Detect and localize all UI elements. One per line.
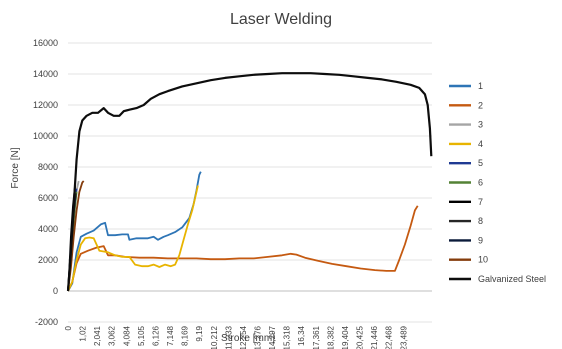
- series-line-4: [67, 185, 199, 292]
- x-axis-title: Stroke [mm]: [221, 333, 275, 344]
- x-tick-label: 20,425: [356, 325, 365, 349]
- series-line-2: [67, 205, 419, 292]
- y-tick-label: 4000: [38, 224, 58, 234]
- legend-label: 3: [478, 120, 483, 130]
- x-tick-label: 19,404: [341, 325, 350, 349]
- legend-label: Galvanized Steel: [478, 274, 546, 284]
- x-tick-labels: 0 1,02 2,041 3,062 4,084 5,105 6,126 7,148 8,169…: [64, 325, 408, 349]
- x-tick-label: 3,062: [108, 325, 117, 346]
- x-tick-label: 23,489: [399, 325, 408, 349]
- legend-label: 8: [478, 216, 483, 226]
- x-tick-label: 17,361: [312, 325, 321, 349]
- series-line-1: [67, 171, 202, 292]
- y-tick-label: 6000: [38, 193, 58, 203]
- x-tick-label: 2,041: [93, 325, 102, 346]
- series-line-10: [67, 180, 85, 292]
- series-line-galvanized-steel: [66, 72, 433, 292]
- x-tick-label: 8,169: [181, 325, 190, 346]
- y-tick-label: 16000: [33, 38, 58, 48]
- legend-label: 7: [478, 197, 483, 207]
- x-tick-label: 14,297: [268, 325, 277, 349]
- legend-label: 1: [478, 81, 483, 91]
- y-tick-label: 14000: [33, 69, 58, 79]
- x-tick-label: 9,19: [195, 325, 204, 341]
- x-tick-label: 12,254: [239, 325, 248, 349]
- plot-area: [66, 72, 433, 292]
- x-tick-label: 0: [64, 325, 73, 330]
- y-tick-label: 2000: [38, 255, 58, 265]
- y-tick-labels: -2000 0 2000 4000 6000 8000 10000 12000 14000 160…: [33, 38, 58, 327]
- chart-title: Laser Welding: [230, 11, 332, 28]
- y-tick-label: 10000: [33, 131, 58, 141]
- legend-label: 10: [478, 255, 488, 265]
- x-tick-label: 22,468: [385, 325, 394, 349]
- y-axis-title: Force [N]: [10, 147, 21, 188]
- x-tick-label: 11,233: [224, 325, 233, 349]
- x-tick-label: 1,02: [79, 325, 88, 341]
- y-tick-label: 12000: [33, 100, 58, 110]
- y-tick-label: -2000: [35, 317, 58, 327]
- legend-label: 6: [478, 178, 483, 188]
- legend: 1 2 3 4 5 6 7 8 9 10 Galvanized Steel: [449, 81, 546, 284]
- legend-label: 9: [478, 235, 483, 245]
- x-tick-label: 18,382: [326, 325, 335, 349]
- x-tick-label: 4,084: [122, 325, 131, 346]
- x-tick-label: 6,126: [151, 325, 160, 346]
- x-tick-label: 10,212: [210, 325, 219, 349]
- x-tick-label: 5,105: [137, 325, 146, 346]
- legend-label: 4: [478, 139, 483, 149]
- x-tick-label: 16,34: [297, 325, 306, 346]
- x-tick-label: 7,148: [166, 325, 175, 346]
- x-tick-label: 15,318: [283, 325, 292, 349]
- gridlines: [68, 42, 432, 323]
- x-tick-label: 21,446: [370, 325, 379, 349]
- legend-label: 5: [478, 158, 483, 168]
- x-tick-label: 13,276: [254, 325, 263, 349]
- y-tick-label: 8000: [38, 162, 58, 172]
- y-tick-label: 0: [53, 286, 58, 296]
- legend-label: 2: [478, 100, 483, 110]
